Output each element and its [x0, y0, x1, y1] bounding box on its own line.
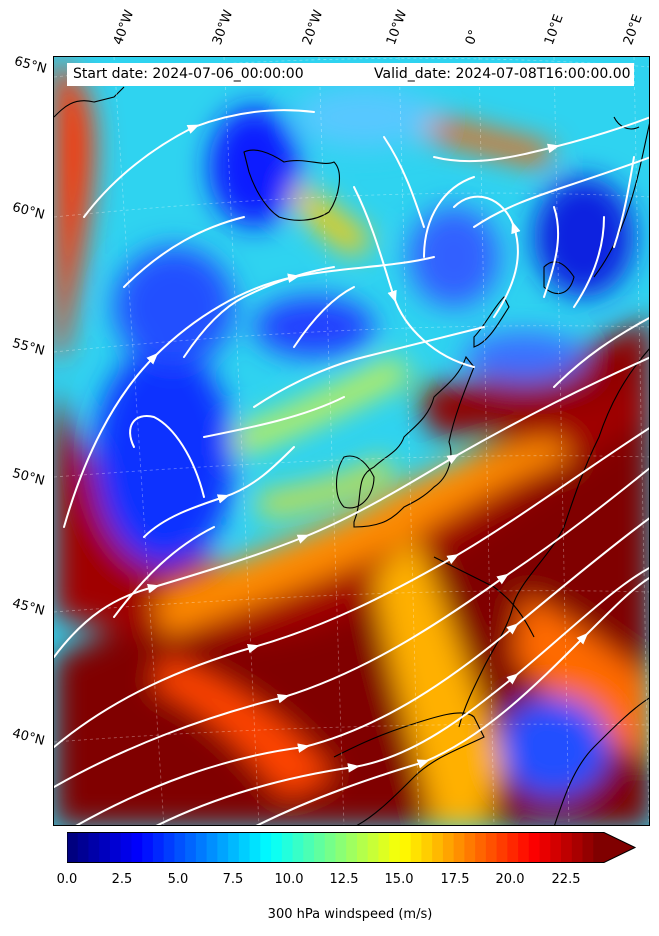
lon-label-10w: 10°W — [383, 8, 411, 47]
colorbar-bin — [399, 832, 412, 863]
colorbar-bin — [593, 832, 605, 863]
colorbar-bin — [174, 832, 186, 863]
windspeed-map — [54, 57, 649, 825]
colorbar-bin — [389, 832, 401, 863]
colorbar-bin — [77, 832, 90, 863]
colorbar-bin — [496, 832, 508, 863]
colorbar-tick-6: 15.0 — [384, 872, 414, 887]
colorbar-bin — [163, 832, 175, 863]
colorbar-tick-0: 0.0 — [56, 872, 78, 887]
valid-date-label: Valid_date: 2024-07-08T16:00:00.00 — [374, 66, 631, 82]
colorbar-bin — [142, 832, 154, 863]
colorbar-bin — [292, 832, 304, 863]
lat-label-55n: 55°N — [10, 336, 47, 359]
colorbar-bin — [571, 832, 584, 863]
lon-label-20e: 20°E — [620, 12, 646, 48]
colorbar-tick-7: 17.5 — [440, 872, 470, 887]
colorbar-bin — [217, 832, 229, 863]
colorbar-bin — [528, 832, 541, 863]
colorbar-bin — [346, 832, 358, 863]
lat-label-65n: 65°N — [12, 54, 49, 77]
colorbar-bin — [238, 832, 251, 863]
colorbar-bin — [324, 832, 337, 863]
colorbar-bin — [303, 832, 315, 863]
colorbar-bin — [152, 832, 165, 863]
colorbar-extend-arrow — [604, 832, 635, 863]
lon-label-30w: 30°W — [209, 8, 237, 47]
colorbar-tick-8: 20.0 — [495, 872, 525, 887]
colorbar-bin — [335, 832, 347, 863]
colorbar-bin — [485, 832, 498, 863]
lon-label-40w: 40°W — [110, 8, 138, 47]
streamlines — [54, 109, 649, 825]
colorbar-bin — [206, 832, 218, 863]
colorbar-tick-3: 7.5 — [222, 872, 244, 887]
colorbar-bin — [120, 832, 133, 863]
colorbar-bin — [561, 832, 573, 863]
lon-label-0: 0° — [462, 27, 483, 47]
colorbar-bin — [475, 832, 487, 863]
lat-label-50n: 50°N — [10, 466, 47, 489]
colorbar-outline — [67, 832, 637, 863]
graticule — [54, 57, 649, 825]
colorbar-bin — [582, 832, 594, 863]
colorbar-bin — [260, 832, 272, 863]
colorbar-bin — [550, 832, 562, 863]
colorbar-bin — [109, 832, 122, 863]
colorbar-tick-1: 2.5 — [111, 872, 133, 887]
colorbar-tick-5: 12.5 — [329, 872, 359, 887]
colorbar-bin — [131, 832, 143, 863]
colorbar-tick-4: 10.0 — [274, 872, 304, 887]
colorbar-bin — [410, 832, 423, 863]
date-header: Start date: 2024-07-06_00:00:00 Valid_da… — [67, 63, 634, 86]
colorbar-bin — [228, 832, 240, 863]
lon-label-10e: 10°E — [541, 12, 567, 48]
lon-label-20w: 20°W — [299, 8, 327, 47]
colorbar-bin — [539, 832, 551, 863]
colorbar-bin — [518, 832, 530, 863]
colorbar-bin — [314, 832, 326, 863]
colorbar-bin — [99, 832, 111, 863]
colorbar-label: 300 hPa windspeed (m/s) — [267, 907, 433, 922]
windspeed-field — [54, 57, 649, 825]
lat-label-40n: 40°N — [10, 726, 47, 749]
windspeed-colorbar — [67, 832, 637, 863]
colorbar-bin — [421, 832, 433, 863]
colorbar-bin — [281, 832, 294, 863]
colorbar-tick-2: 5.0 — [167, 872, 189, 887]
colorbar-bin — [464, 832, 476, 863]
colorbar-tick-9: 22.5 — [551, 872, 581, 887]
colorbar-bin — [249, 832, 261, 863]
lat-label-60n: 60°N — [10, 200, 47, 223]
colorbar-bin — [271, 832, 283, 863]
colorbar-bin — [185, 832, 197, 863]
colorbar-bin — [67, 832, 79, 863]
colorbar-bin — [378, 832, 390, 863]
colorbar-bin — [195, 832, 208, 863]
colorbar-bin — [367, 832, 380, 863]
map-frame — [53, 56, 650, 826]
colorbar-bin — [432, 832, 444, 863]
start-date-label: Start date: 2024-07-06_00:00:00 — [73, 66, 304, 82]
lat-label-45n: 45°N — [10, 596, 47, 619]
colorbar-bin — [356, 832, 369, 863]
colorbar-bin — [88, 832, 100, 863]
colorbar-bin — [507, 832, 519, 863]
colorbar-bin — [442, 832, 455, 863]
colorbar-bin — [453, 832, 465, 863]
